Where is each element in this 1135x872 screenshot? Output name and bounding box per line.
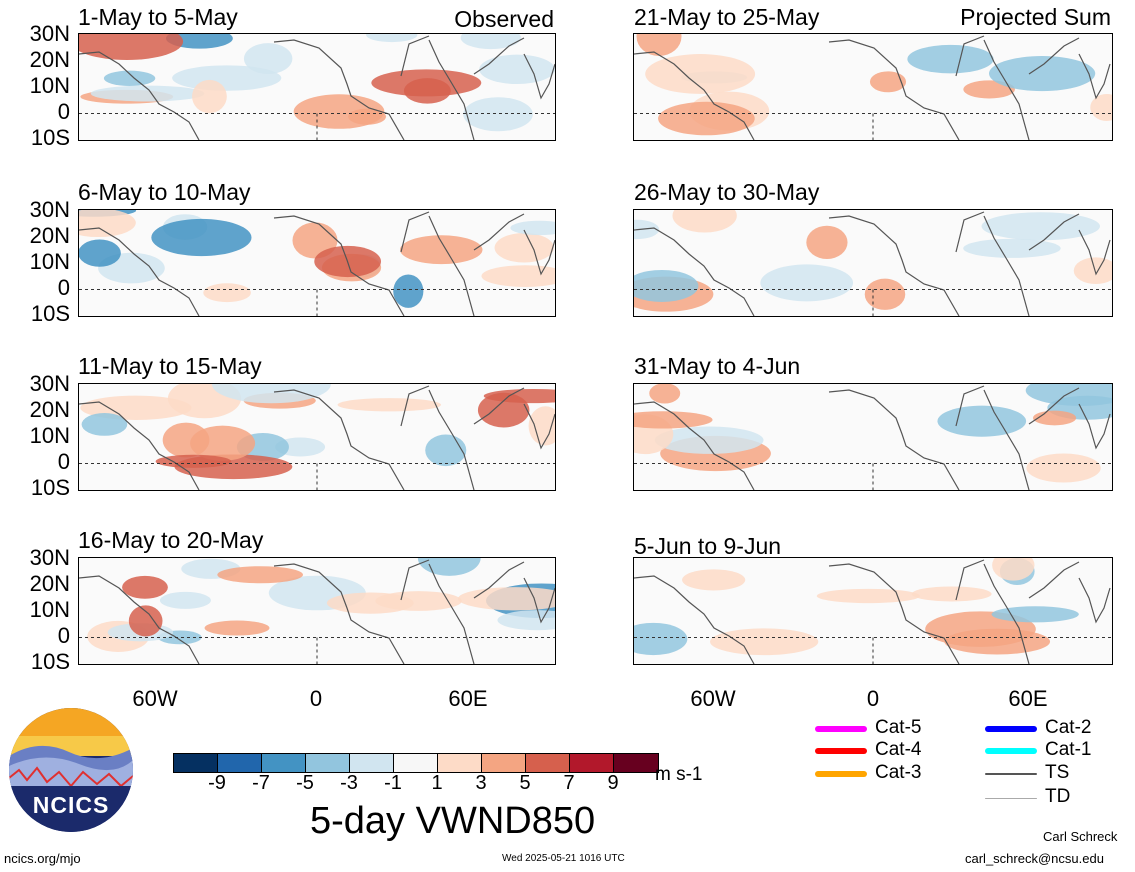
colorbar-tick-label: 5 xyxy=(519,772,531,794)
footer-timestamp: Wed 2025-05-21 1016 UTC xyxy=(502,853,625,864)
map-graphic xyxy=(79,558,555,664)
map-graphic xyxy=(634,558,1112,664)
footer-author: Carl Schreck xyxy=(1043,829,1118,844)
colorbar-swatch xyxy=(526,754,570,772)
figure-title: 5-day VWND850 xyxy=(310,800,596,842)
colorbar-tick-label: -5 xyxy=(296,772,314,794)
legend-line xyxy=(985,748,1037,754)
legend-label: Cat-3 xyxy=(875,762,922,783)
panel-title: 11-May to 15-May xyxy=(78,353,262,379)
legend-label: TD xyxy=(1045,786,1071,807)
legend-label: TS xyxy=(1045,762,1070,783)
map-panel xyxy=(633,33,1113,141)
ncics-logo: NCICS xyxy=(9,708,133,832)
colorbar-tick-label: -1 xyxy=(384,772,402,794)
map-graphic xyxy=(634,384,1112,490)
legend-label: Cat-1 xyxy=(1045,739,1092,760)
footer-url[interactable]: ncics.org/mjo xyxy=(4,851,81,866)
lat-label: 10N xyxy=(29,249,70,274)
panel-title: 16-May to 20-May xyxy=(78,527,264,553)
map-panel xyxy=(633,209,1113,317)
legend-line xyxy=(985,726,1037,732)
colorbar-tick-label: 3 xyxy=(475,772,487,794)
lat-label: 20N xyxy=(29,223,70,248)
panel-title: 5-Jun to 9-Jun xyxy=(634,533,782,559)
colorbar-tick-label: -9 xyxy=(208,772,226,794)
footer-email[interactable]: carl_schreck@ncsu.edu xyxy=(965,851,1104,866)
colorbar-tick-label: 7 xyxy=(563,772,575,794)
colorbar-swatch xyxy=(174,754,218,772)
lat-label: 10N xyxy=(29,73,70,98)
lat-label: 30N xyxy=(29,197,70,222)
lat-label: 30N xyxy=(29,371,70,396)
lat-label: 10N xyxy=(29,597,70,622)
map-panel xyxy=(78,557,556,665)
map-graphic xyxy=(79,34,555,140)
legend-label: Cat-4 xyxy=(875,739,922,760)
map-graphic xyxy=(634,34,1112,140)
colorbar-tick-label: -7 xyxy=(252,772,270,794)
colorbar-unit: m s-1 xyxy=(655,764,703,785)
legend-label: Cat-2 xyxy=(1045,717,1092,738)
lat-label: 30N xyxy=(29,545,70,570)
lon-label-0-right: 0 xyxy=(866,686,880,711)
colorbar-swatch xyxy=(570,754,614,772)
map-graphic xyxy=(79,384,555,490)
legend-line xyxy=(815,748,867,754)
colorbar-swatch xyxy=(438,754,482,772)
legend-line xyxy=(815,771,867,777)
lat-label: 30N xyxy=(29,21,70,46)
map-graphic xyxy=(634,210,1112,316)
logo-text: NCICS xyxy=(32,792,110,818)
lat-label: 10S xyxy=(30,649,70,674)
colorbar-tick-label: -3 xyxy=(340,772,358,794)
lat-label: 10S xyxy=(30,301,70,326)
colorbar-tick-label: 9 xyxy=(607,772,619,794)
lat-label: 0 xyxy=(57,99,70,124)
panel-title: 21-May to 25-May xyxy=(634,4,820,30)
panel-title: 1-May to 5-May xyxy=(78,4,238,30)
colorbar-tick-label: 1 xyxy=(431,772,443,794)
colorbar-swatch xyxy=(262,754,306,772)
panel-title: 6-May to 10-May xyxy=(78,179,251,205)
lon-label-60e: 60E xyxy=(448,686,488,711)
colorbar-swatch xyxy=(614,754,658,772)
lat-label: 0 xyxy=(57,449,70,474)
lon-label-60w-right: 60W xyxy=(690,686,736,711)
colorbar-swatch xyxy=(394,754,438,772)
panel-label: Projected Sum xyxy=(960,4,1111,30)
lon-label-0: 0 xyxy=(309,686,323,711)
legend-label: Cat-5 xyxy=(875,717,922,738)
panel-label: Observed xyxy=(454,6,554,32)
lat-label: 20N xyxy=(29,571,70,596)
map-panel xyxy=(78,209,556,317)
colorbar-swatch xyxy=(218,754,262,772)
lat-label: 10S xyxy=(30,125,70,150)
colorbar-swatch xyxy=(482,754,526,772)
legend-line xyxy=(985,773,1037,775)
colorbar-swatch xyxy=(350,754,394,772)
panel-title: 31-May to 4-Jun xyxy=(634,353,801,379)
lat-label: 20N xyxy=(29,397,70,422)
lat-label: 0 xyxy=(57,275,70,300)
lon-label-60w: 60W xyxy=(132,686,178,711)
legend-line xyxy=(815,726,867,732)
lat-label: 10N xyxy=(29,423,70,448)
map-panel xyxy=(633,383,1113,491)
panel-title: 26-May to 30-May xyxy=(634,179,820,205)
lat-label: 0 xyxy=(57,623,70,648)
map-panel xyxy=(633,557,1113,665)
legend-line xyxy=(985,798,1037,799)
colorbar xyxy=(173,753,659,773)
lat-label: 10S xyxy=(30,475,70,500)
map-panel xyxy=(78,33,556,141)
map-graphic xyxy=(79,210,555,316)
lon-label-60e-right: 60E xyxy=(1008,686,1048,711)
map-panel xyxy=(78,383,556,491)
colorbar-swatch xyxy=(306,754,350,772)
lat-label: 20N xyxy=(29,47,70,72)
